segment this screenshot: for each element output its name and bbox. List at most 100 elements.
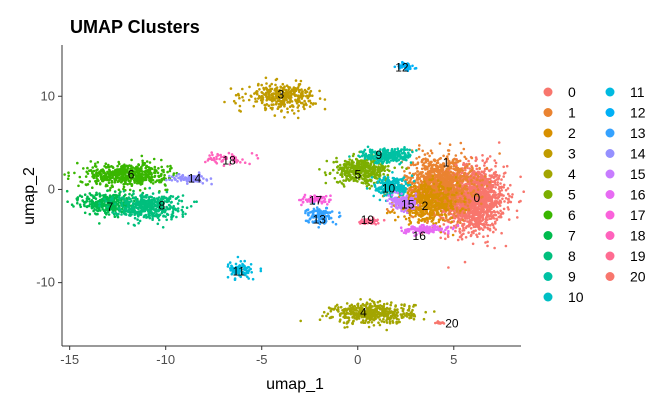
cell-point (477, 212, 481, 215)
cell-point (291, 109, 294, 112)
cell-point (493, 159, 497, 162)
cell-point (393, 211, 396, 214)
cell-point (351, 177, 354, 180)
cell-point (488, 180, 492, 184)
cell-point (493, 211, 497, 214)
cell-point (495, 217, 499, 221)
chart-title: UMAP Clusters (70, 17, 200, 37)
cell-point (373, 311, 377, 314)
cell-point (308, 94, 312, 97)
cell-point (431, 177, 435, 181)
cell-point (390, 314, 393, 318)
cell-point (106, 171, 110, 175)
cell-point (367, 317, 370, 320)
cell-point (428, 217, 432, 220)
cell-point (394, 218, 397, 222)
cell-point (426, 181, 430, 185)
cell-point (290, 100, 294, 103)
cell-point (462, 222, 466, 226)
cell-point (491, 201, 495, 205)
cell-point (303, 88, 307, 92)
cell-point (456, 208, 459, 211)
cell-point (382, 320, 386, 324)
cell-point (238, 96, 241, 100)
cell-point (408, 219, 412, 222)
cell-point (108, 168, 111, 172)
cell-point (440, 170, 444, 173)
cell-point (486, 208, 489, 212)
cell-point (423, 220, 427, 223)
cell-point (137, 178, 140, 181)
cell-point (145, 160, 149, 163)
cell-point (449, 166, 453, 170)
cell-point (239, 110, 242, 113)
cell-point (439, 156, 443, 160)
cell-point (432, 216, 436, 219)
cell-point (385, 328, 389, 332)
cell-point (475, 200, 478, 204)
cell-point (470, 215, 473, 219)
cell-point (484, 218, 488, 222)
cell-point (370, 321, 374, 324)
cell-point (297, 99, 301, 102)
cell-point (407, 309, 411, 312)
cell-point (495, 205, 499, 209)
cell-point (96, 178, 99, 181)
cell-point (352, 152, 356, 156)
cell-point (91, 166, 94, 169)
cell-point (91, 171, 94, 174)
cell-point (258, 88, 261, 91)
cell-point (381, 308, 384, 311)
cell-point (403, 170, 406, 173)
cell-point (82, 167, 85, 170)
cell-point (458, 184, 462, 187)
cell-point (385, 307, 388, 311)
cell-point (452, 184, 456, 187)
cell-point (461, 212, 464, 215)
cell-point (268, 95, 271, 98)
cell-point (128, 188, 132, 192)
cell-point (138, 171, 141, 174)
cell-point (410, 182, 414, 186)
cell-point (371, 166, 375, 170)
cell-point (488, 169, 491, 173)
cell-point (483, 192, 487, 196)
cell-point (140, 182, 144, 186)
cell-point (437, 206, 440, 210)
cell-point (324, 173, 328, 177)
cell-point (262, 88, 266, 91)
cell-point (481, 178, 484, 182)
cell-point (423, 164, 427, 168)
cell-point (428, 161, 432, 165)
cell-point (449, 176, 453, 179)
cell-point (462, 161, 466, 165)
cell-point (408, 316, 411, 320)
cell-point (417, 147, 421, 151)
cell-point (475, 185, 479, 188)
cell-point (481, 154, 484, 157)
cell-point (471, 166, 474, 169)
cell-point (96, 168, 99, 171)
cell-point (497, 211, 501, 215)
cell-point (252, 104, 256, 108)
cell-point (122, 183, 125, 186)
cell-point (116, 172, 119, 176)
cell-point (507, 197, 510, 201)
cell-point (95, 182, 98, 186)
cell-point (271, 92, 275, 96)
cell-point (404, 217, 408, 221)
cell-point (348, 158, 352, 161)
cell-point (99, 170, 102, 173)
cell-point (487, 183, 491, 187)
cell-point (497, 192, 500, 196)
cell-point (386, 310, 389, 313)
cell-point (385, 321, 389, 324)
cell-point (332, 168, 335, 172)
cell-point (115, 168, 119, 171)
cluster-3-points (223, 76, 327, 120)
cell-point (407, 216, 411, 220)
cell-point (458, 227, 462, 231)
cell-point (469, 191, 473, 195)
cell-point (474, 208, 477, 212)
cell-point (507, 192, 510, 196)
